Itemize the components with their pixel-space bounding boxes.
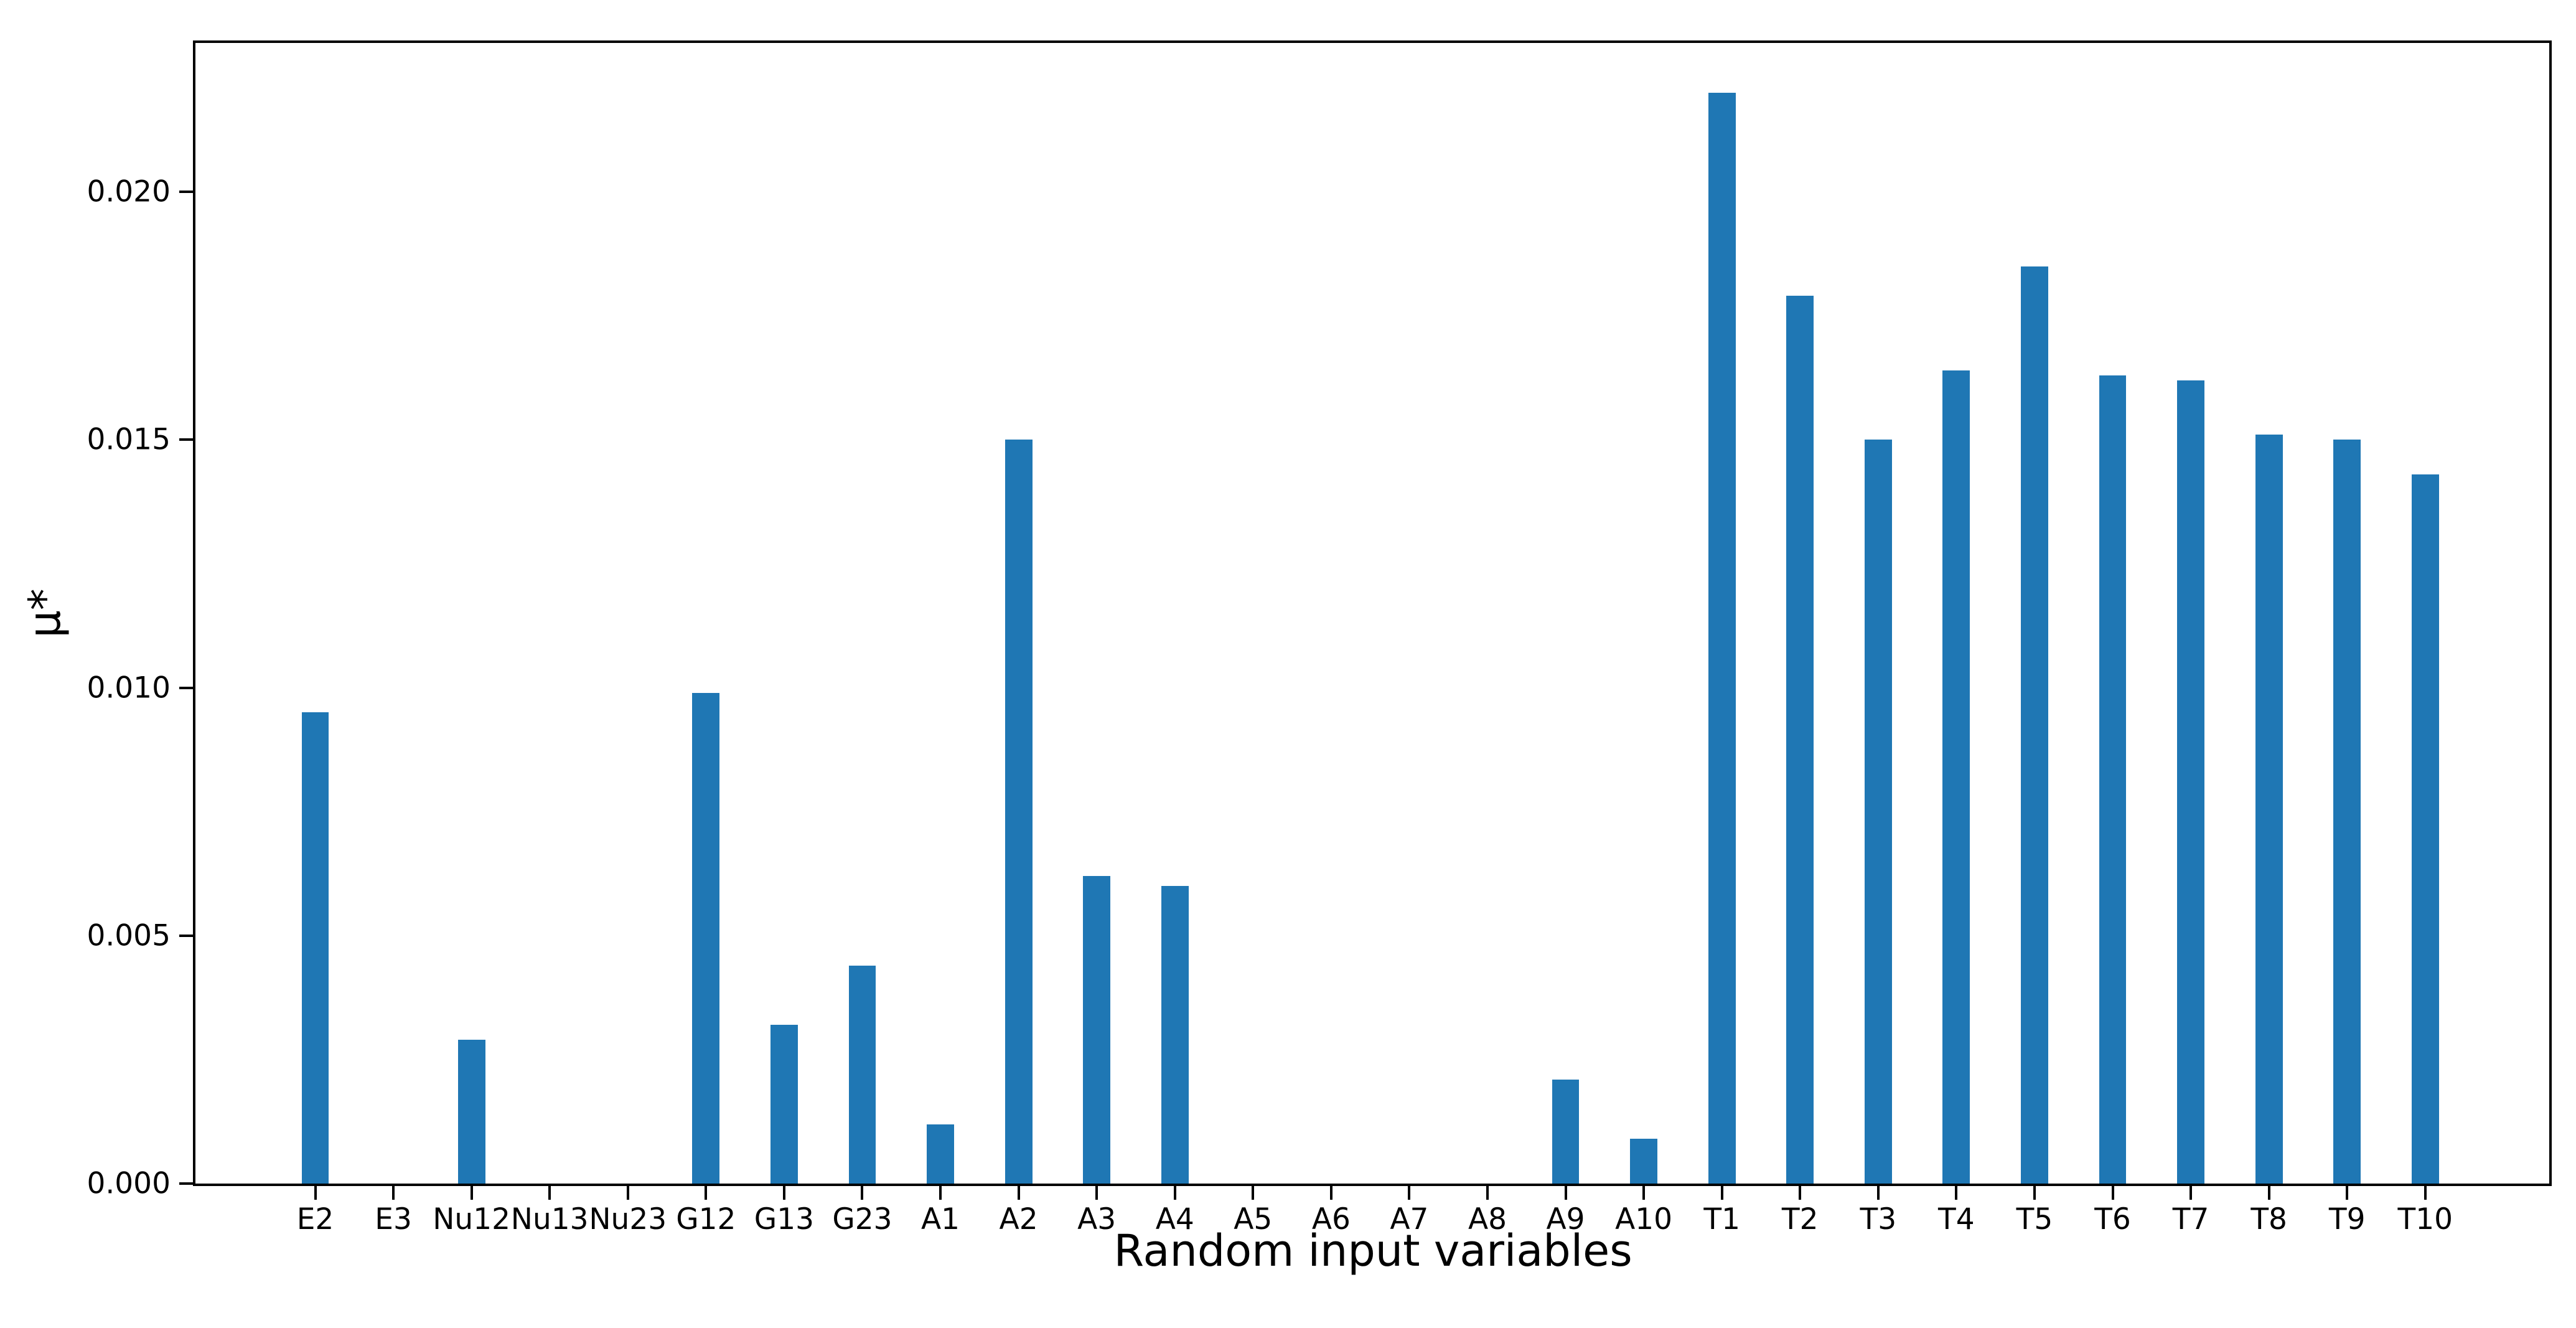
y-tick-mark: [179, 934, 193, 937]
x-tick-label-T2: T2: [1781, 1202, 1819, 1237]
x-tick-mark: [2033, 1186, 2036, 1200]
x-axis-label: Random input variables: [1113, 1225, 1632, 1277]
plot-area: 0.000 0.005 0.010 0.015 0.020 E2 E3 Nu12 Nu13 Nu2…: [87, 40, 2552, 1234]
x-tick-label-A4: A4: [1155, 1202, 1194, 1237]
x-tick-mark: [626, 1186, 629, 1200]
x-tick-mark: [1408, 1186, 1411, 1200]
x-tick-label-A8: A8: [1468, 1202, 1507, 1237]
x-tick-mark: [939, 1186, 942, 1200]
x-tick-mark: [1955, 1186, 1958, 1200]
bar-A2: [1005, 440, 1033, 1184]
bar-E2: [301, 712, 329, 1184]
bar-A3: [1083, 876, 1111, 1184]
x-tick-label-E3: E3: [375, 1202, 412, 1237]
bar-G13: [770, 1025, 798, 1184]
bar-T9: [2333, 440, 2361, 1184]
x-tick-mark: [2111, 1186, 2114, 1200]
x-tick-label-G13: G13: [754, 1202, 815, 1237]
y-tick-label: 0.010: [87, 671, 171, 705]
x-tick-mark: [314, 1186, 317, 1200]
x-tick-label-A3: A3: [1077, 1202, 1117, 1237]
x-tick-mark: [1720, 1186, 1723, 1200]
x-tick-label-A9: A9: [1546, 1202, 1585, 1237]
bar-G23: [848, 965, 876, 1184]
bar-Nu12: [457, 1040, 485, 1184]
x-tick-mark: [861, 1186, 864, 1200]
y-axis-label: μ*: [19, 588, 70, 639]
x-tick-mark: [1486, 1186, 1489, 1200]
x-tick-label-A6: A6: [1311, 1202, 1351, 1237]
x-tick-mark: [1799, 1186, 1802, 1200]
x-tick-label-Nu12: Nu12: [433, 1202, 511, 1237]
x-tick-mark: [1876, 1186, 1880, 1200]
x-tick-mark: [2267, 1186, 2270, 1200]
y-tick-mark: [179, 686, 193, 689]
bar-T10: [2411, 474, 2439, 1184]
x-tick-label-A7: A7: [1390, 1202, 1429, 1237]
bar-A9: [1552, 1079, 1580, 1184]
x-tick-label-Nu13: Nu13: [510, 1202, 589, 1237]
y-tick-mark: [179, 438, 193, 441]
x-tick-label-T1: T1: [1703, 1202, 1740, 1237]
x-tick-mark: [1564, 1186, 1567, 1200]
x-tick-label-G23: G23: [832, 1202, 892, 1237]
x-tick-label-T10: T10: [2397, 1202, 2453, 1237]
x-tick-mark: [2346, 1186, 2349, 1200]
bar-T7: [2177, 380, 2204, 1184]
x-tick-label-E2: E2: [296, 1202, 334, 1237]
bar-T5: [2021, 266, 2048, 1184]
x-tick-label-A1: A1: [920, 1202, 960, 1237]
x-tick-mark: [1017, 1186, 1020, 1200]
y-tick-label: 0.000: [87, 1166, 171, 1201]
x-tick-mark: [2424, 1186, 2427, 1200]
x-tick-label-T3: T3: [1860, 1202, 1897, 1237]
x-tick-mark: [1252, 1186, 1255, 1200]
y-tick-label: 0.015: [87, 422, 171, 457]
x-tick-mark: [2190, 1186, 2193, 1200]
x-tick-mark: [470, 1186, 473, 1200]
bar-T6: [2099, 375, 2127, 1184]
x-tick-label-G12: G12: [676, 1202, 736, 1237]
x-tick-label-Nu23: Nu23: [589, 1202, 667, 1237]
bar-G12: [692, 692, 720, 1184]
bar-T3: [1864, 440, 1892, 1184]
bar-A4: [1161, 886, 1189, 1184]
x-tick-label-T9: T9: [2328, 1202, 2366, 1237]
x-tick-mark: [1095, 1186, 1098, 1200]
x-tick-label-T4: T4: [1938, 1202, 1975, 1237]
bar-A10: [1630, 1139, 1658, 1184]
x-tick-mark: [705, 1186, 708, 1200]
bar-T1: [1708, 92, 1736, 1184]
x-tick-mark: [1173, 1186, 1176, 1200]
x-tick-label-T7: T7: [2172, 1202, 2209, 1237]
bar-T2: [1786, 296, 1814, 1184]
x-tick-mark: [548, 1186, 551, 1200]
x-tick-label-A10: A10: [1615, 1202, 1673, 1237]
bar-T8: [2255, 435, 2283, 1184]
y-tick-mark: [179, 191, 193, 194]
x-tick-mark: [1642, 1186, 1646, 1200]
x-tick-mark: [392, 1186, 395, 1200]
x-tick-label-T5: T5: [2016, 1202, 2053, 1237]
x-tick-label-A5: A5: [1234, 1202, 1273, 1237]
y-tick-label: 0.005: [87, 918, 171, 953]
x-tick-label-T8: T8: [2250, 1202, 2287, 1237]
bar-T4: [1942, 370, 1970, 1184]
x-tick-label-A2: A2: [999, 1202, 1038, 1237]
y-tick-label: 0.020: [87, 174, 171, 209]
x-tick-mark: [782, 1186, 785, 1200]
y-tick-mark: [179, 1182, 193, 1185]
x-tick-label-T6: T6: [2094, 1202, 2131, 1237]
x-tick-mark: [1329, 1186, 1332, 1200]
bar-A1: [927, 1124, 954, 1184]
